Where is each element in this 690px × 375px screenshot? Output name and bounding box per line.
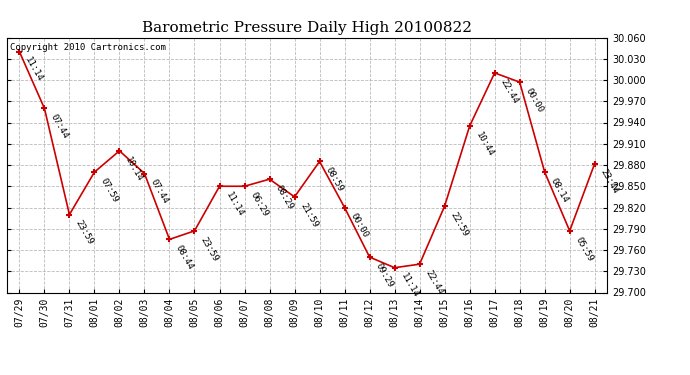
Text: Copyright 2010 Cartronics.com: Copyright 2010 Cartronics.com [10, 43, 166, 52]
Text: 07:59: 07:59 [99, 176, 120, 204]
Text: 08:44: 08:44 [174, 243, 195, 272]
Text: 10:44: 10:44 [474, 130, 495, 158]
Text: 23:44: 23:44 [599, 168, 620, 195]
Text: 22:44: 22:44 [424, 268, 445, 296]
Title: Barometric Pressure Daily High 20100822: Barometric Pressure Daily High 20100822 [142, 21, 472, 35]
Text: 11:14: 11:14 [399, 272, 420, 300]
Text: 23:59: 23:59 [199, 235, 220, 263]
Text: 11:14: 11:14 [224, 190, 245, 218]
Text: 08:29: 08:29 [274, 183, 295, 211]
Text: 06:29: 06:29 [248, 190, 270, 218]
Text: 22:59: 22:59 [448, 210, 470, 238]
Text: 00:00: 00:00 [524, 86, 545, 114]
Text: 10:14: 10:14 [124, 155, 145, 183]
Text: 22:44: 22:44 [499, 77, 520, 105]
Text: 11:14: 11:14 [23, 56, 45, 84]
Text: 08:14: 08:14 [549, 176, 570, 204]
Text: 05:59: 05:59 [574, 235, 595, 263]
Text: 09:29: 09:29 [374, 261, 395, 289]
Text: 08:59: 08:59 [324, 166, 345, 194]
Text: 07:44: 07:44 [148, 178, 170, 206]
Text: 00:00: 00:00 [348, 211, 370, 240]
Text: 21:59: 21:59 [299, 201, 320, 229]
Text: 23:59: 23:59 [74, 219, 95, 246]
Text: 07:44: 07:44 [48, 112, 70, 140]
